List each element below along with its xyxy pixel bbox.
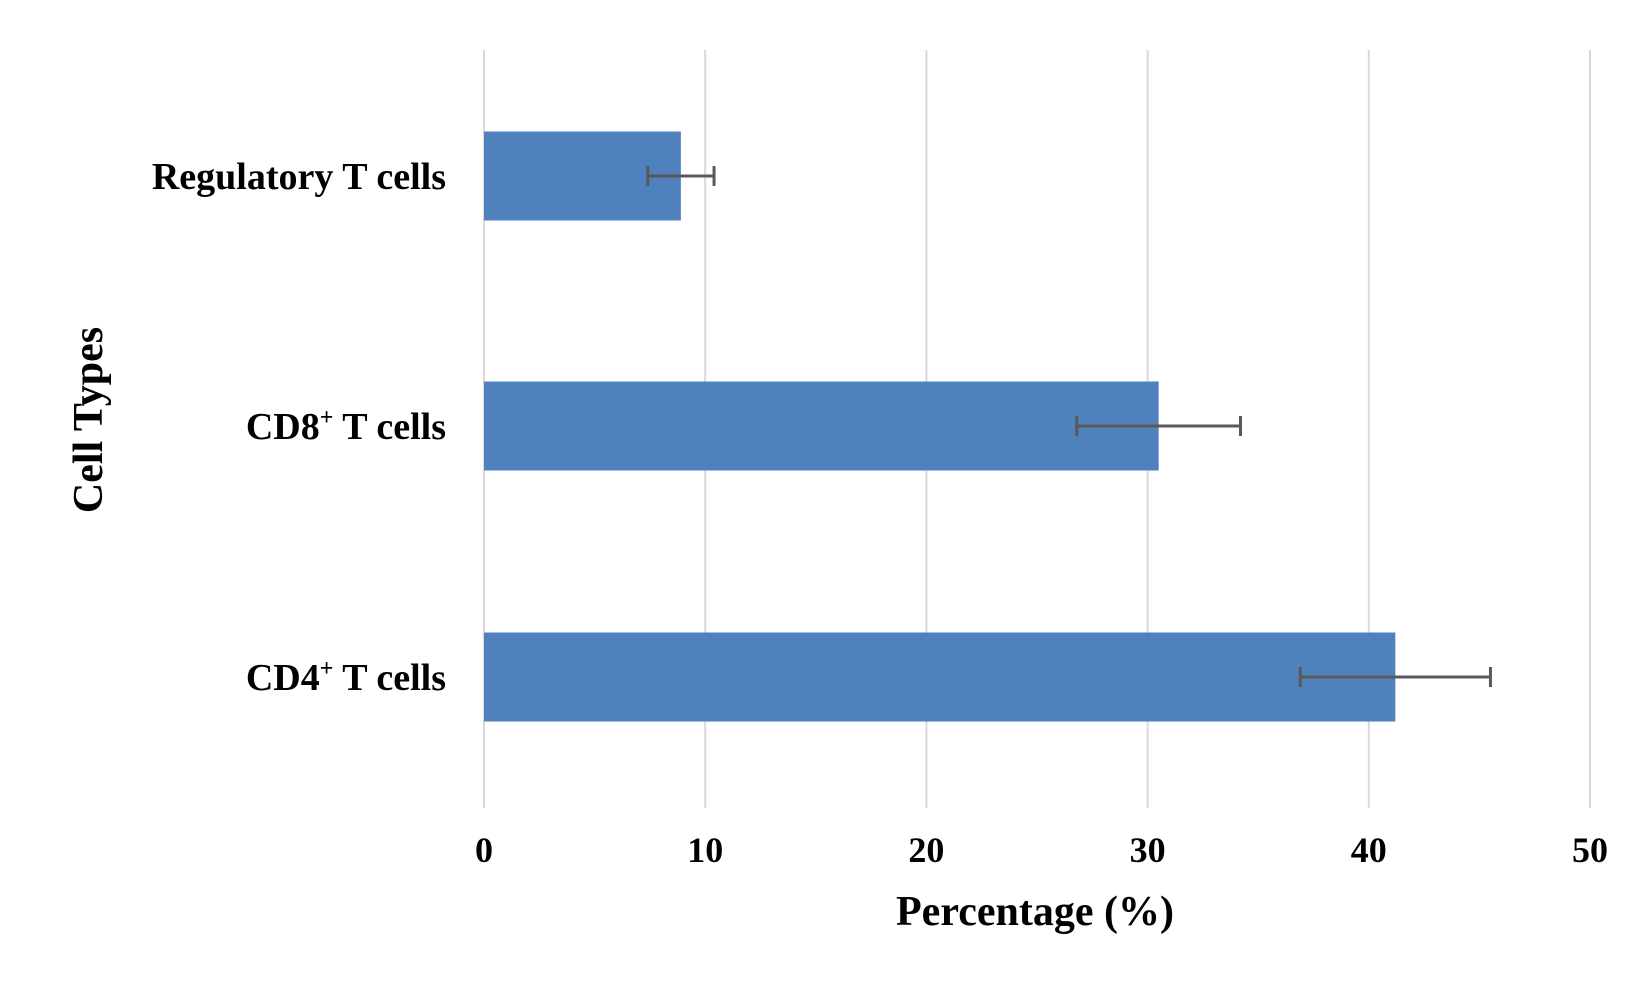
x-tick-label: 20 bbox=[908, 830, 944, 870]
bar bbox=[484, 632, 1396, 722]
bars bbox=[484, 131, 1396, 722]
y-category-label: Regulatory T cells bbox=[152, 156, 446, 198]
y-category-label: CD8+ T cells bbox=[246, 405, 446, 448]
x-tick-label: 10 bbox=[687, 830, 723, 870]
y-axis-category-labels: Regulatory T cells CD8+ T cells CD4+ T cel… bbox=[152, 156, 446, 699]
error-bar bbox=[1298, 667, 1492, 687]
y-category-label: CD4+ T cells bbox=[246, 656, 446, 699]
y-axis-title: Cell Types bbox=[66, 327, 112, 513]
bar bbox=[484, 381, 1159, 471]
x-tick-label: 50 bbox=[1572, 830, 1608, 870]
error-bars bbox=[646, 166, 1492, 687]
error-bar bbox=[1075, 416, 1243, 436]
x-tick-label: 0 bbox=[475, 830, 493, 870]
x-tick-label: 40 bbox=[1351, 830, 1387, 870]
x-axis-title: Percentage (%) bbox=[896, 889, 1174, 935]
error-bar bbox=[646, 166, 716, 186]
x-axis-tick-labels: 0 10 20 30 40 50 bbox=[475, 830, 1608, 870]
x-tick-label: 30 bbox=[1130, 830, 1166, 870]
